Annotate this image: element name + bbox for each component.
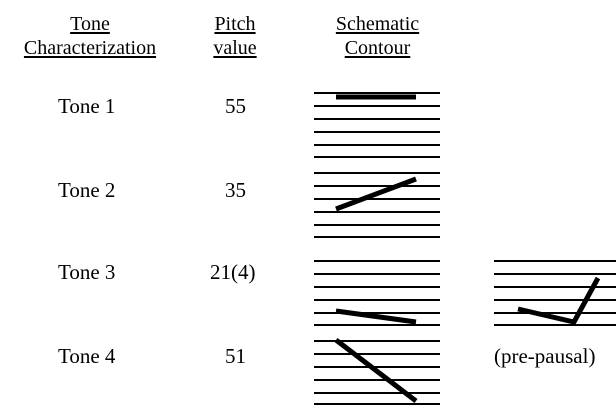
header-tone-line2: Characterization [23,37,157,59]
staff-lines [314,340,440,405]
tone-2-name: Tone 2 [58,178,116,202]
staff-lines [314,92,440,158]
tone-4-contour-line [334,338,418,403]
tone-3-contour-staff [314,260,440,326]
header-tone-line1: Tone [70,13,110,35]
staff-lines [314,172,440,238]
tone-3-name: Tone 3 [58,260,116,284]
tone-3-pre-pausal-contour-line [517,276,601,325]
header-tone-characterization: Tone Characterization [10,12,170,60]
tone-3-contour-line [335,308,417,325]
tone-1-pitch: 55 [225,94,246,118]
header-pitch-value: Pitch value [200,12,270,60]
header-pitch-line1: Pitch [214,13,256,35]
header-contour-line2: Contour [344,37,411,59]
tone-2-contour-staff [314,172,440,238]
header-pitch-line2: value [213,37,257,59]
tone-4-name: Tone 4 [58,344,116,368]
header-schematic-contour: Schematic Contour [320,12,435,60]
pre-pausal-label: (pre-pausal) [494,344,596,368]
tone-3-pre-pausal-contour-staff [494,260,616,326]
tone-1-name: Tone 1 [58,94,116,118]
tone-2-contour-line [335,176,417,212]
tone-2-pitch: 35 [225,178,246,202]
tone-1-contour-staff [314,92,440,158]
tone-4-contour-staff [314,338,440,405]
tone-4-pitch: 51 [225,344,246,368]
tone-3-pitch: 21(4) [210,260,256,284]
staff-lines [314,260,440,326]
header-contour-line1: Schematic [335,13,420,35]
